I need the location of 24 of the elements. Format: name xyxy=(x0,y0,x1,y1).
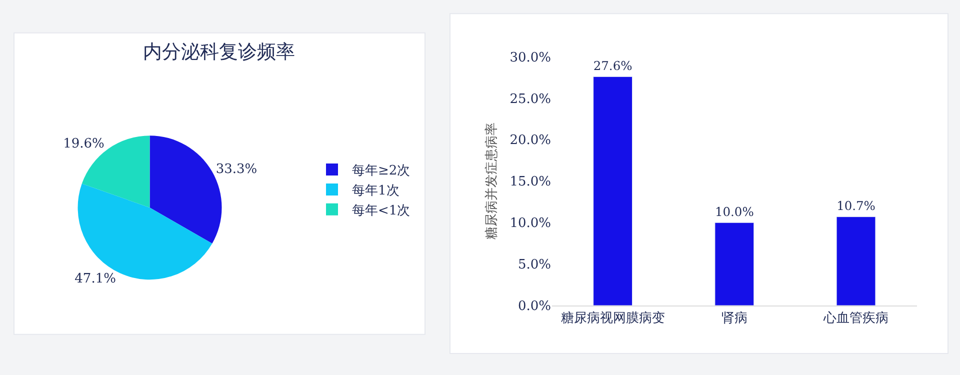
data-label: 47.1% xyxy=(74,272,116,287)
y-tick-label: 0.0% xyxy=(518,299,551,314)
data-label: 19.6% xyxy=(63,136,104,152)
x-tick-label: 糖尿病视网膜病变 xyxy=(560,311,665,326)
bar xyxy=(593,76,633,306)
x-tick-label: 肾病 xyxy=(721,311,748,326)
data-label: 10.0% xyxy=(714,204,754,219)
data-label: 27.6% xyxy=(593,58,632,73)
x-tick-label: 心血管疾病 xyxy=(822,310,888,326)
legend-label: 每年1次 xyxy=(352,184,400,199)
bar xyxy=(714,222,754,306)
y-tick-label: 20.0% xyxy=(510,133,551,148)
bar xyxy=(836,216,876,306)
y-tick-label: 15.0% xyxy=(510,174,551,190)
y-tick-label: 10.0% xyxy=(510,216,551,232)
y-tick-label: 5.0% xyxy=(518,258,551,273)
data-label: 10.7% xyxy=(836,199,876,214)
data-label: 33.3% xyxy=(216,162,258,178)
y-tick-label: 30.0% xyxy=(510,50,551,66)
legend-label: 每年≥2次 xyxy=(352,164,410,179)
chart-title: 内分泌科复诊频率 xyxy=(143,41,295,63)
y-tick-label: 25.0% xyxy=(510,92,551,107)
legend-label: 每年<1次 xyxy=(352,203,410,218)
y-axis-title: 糖尿病并发症患病率 xyxy=(484,122,500,240)
